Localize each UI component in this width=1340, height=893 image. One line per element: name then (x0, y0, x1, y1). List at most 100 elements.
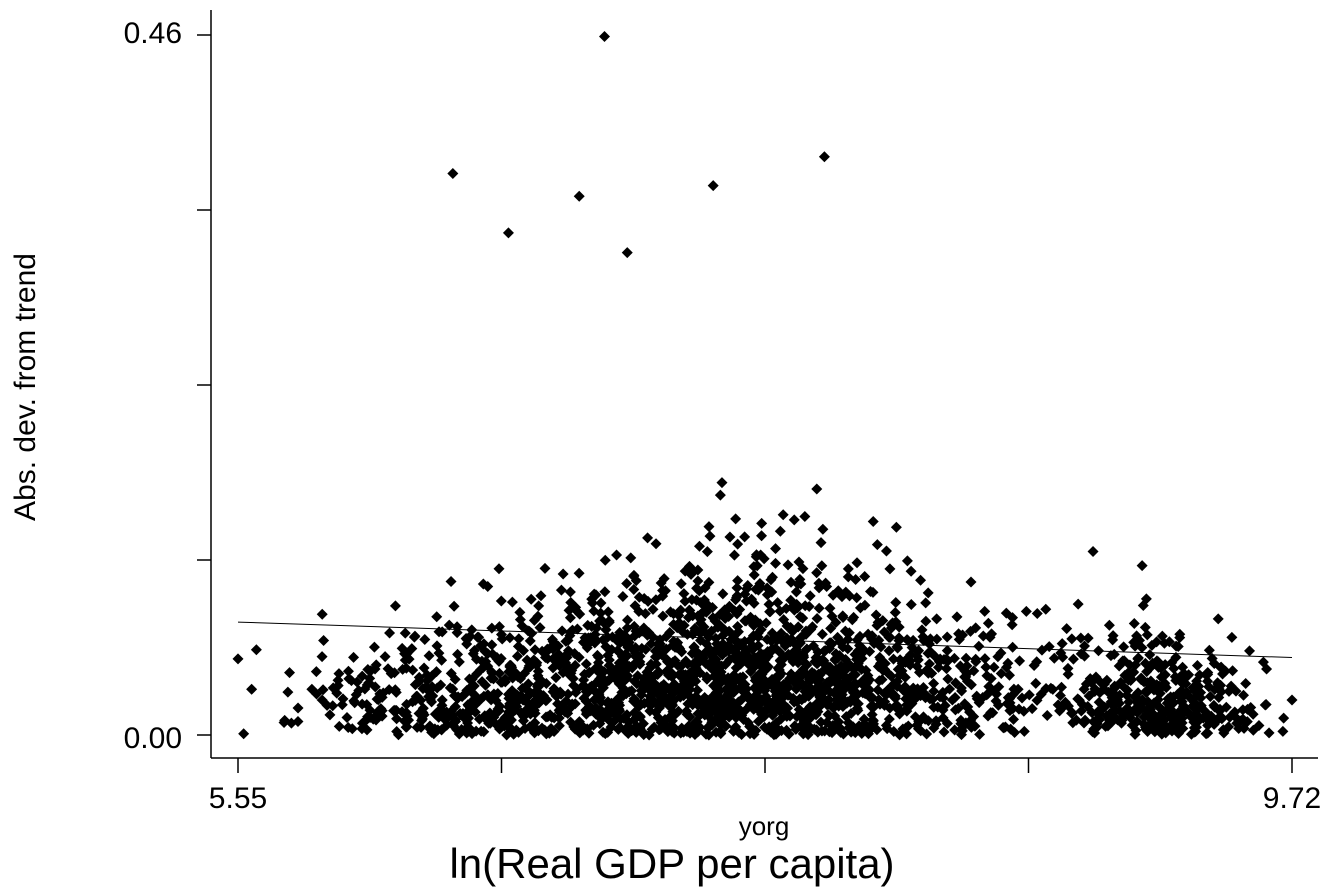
data-point (1286, 694, 1298, 706)
data-point (333, 668, 345, 680)
data-point (564, 612, 576, 624)
data-point (709, 615, 721, 627)
data-point (890, 521, 902, 533)
data-point (603, 674, 615, 686)
data-point (515, 708, 527, 720)
data-point (389, 600, 401, 612)
data-point (781, 710, 793, 722)
data-point (685, 691, 697, 703)
data-point (238, 728, 250, 740)
data-point (748, 569, 760, 581)
data-point (1140, 593, 1152, 605)
data-point (707, 180, 719, 192)
data-point (778, 653, 790, 665)
data-point (1136, 560, 1148, 572)
data-point (950, 677, 962, 689)
data-point (634, 658, 646, 670)
data-point (752, 700, 764, 712)
data-point (582, 686, 594, 698)
data-point (612, 723, 624, 735)
data-point (348, 651, 360, 663)
data-point (399, 648, 411, 660)
data-point (371, 707, 383, 719)
x-axis-title: ln(Real GDP per capita) (449, 840, 894, 887)
data-point (368, 641, 380, 653)
data-point (554, 686, 566, 698)
data-point (1162, 693, 1174, 705)
data-point (506, 596, 518, 608)
data-point (316, 608, 328, 620)
data-point (723, 693, 735, 705)
data-point (621, 577, 633, 589)
data-point (423, 685, 435, 697)
data-point (690, 675, 702, 687)
data-point (965, 714, 977, 726)
data-point (1191, 660, 1203, 672)
data-point (654, 634, 666, 646)
data-point (384, 627, 396, 639)
data-point (657, 610, 669, 622)
data-point (1166, 725, 1178, 737)
data-point (564, 586, 576, 598)
data-point (534, 622, 546, 634)
data-point (980, 661, 992, 673)
data-point (1117, 708, 1129, 720)
data-point (623, 716, 635, 728)
data-point (569, 647, 581, 659)
data-point (522, 703, 534, 715)
data-point (361, 724, 373, 736)
data-point (774, 525, 786, 537)
data-point (668, 656, 680, 668)
data-point (1030, 677, 1042, 689)
data-point (638, 672, 650, 684)
data-point (1062, 668, 1074, 680)
data-point (1107, 630, 1119, 642)
data-point (841, 672, 853, 684)
data-point (916, 624, 928, 636)
data-point (640, 643, 652, 655)
data-point (791, 598, 803, 610)
data-point (1041, 709, 1053, 721)
data-point (565, 716, 577, 728)
data-point (1115, 717, 1127, 729)
data-point (1200, 728, 1212, 740)
data-point (729, 672, 741, 684)
data-point (890, 616, 902, 628)
data-point (697, 598, 709, 610)
data-point (524, 635, 536, 647)
data-point (545, 722, 557, 734)
data-point (861, 677, 873, 689)
data-point (1138, 675, 1150, 687)
data-point (466, 695, 478, 707)
data-point (553, 720, 565, 732)
data-point (495, 652, 507, 664)
data-point (821, 580, 833, 592)
data-point (600, 641, 612, 653)
data-point (761, 582, 773, 594)
data-point (385, 668, 397, 680)
data-point (883, 645, 895, 657)
data-point (805, 623, 817, 635)
data-point (1040, 682, 1052, 694)
data-point (688, 641, 700, 653)
data-point (890, 597, 902, 609)
data-point (962, 701, 974, 713)
data-point (766, 643, 778, 655)
data-point (892, 642, 904, 654)
data-point (782, 559, 794, 571)
data-point (292, 702, 304, 714)
data-point (685, 568, 697, 580)
data-point (1105, 713, 1117, 725)
data-point (415, 721, 427, 733)
data-point (837, 612, 849, 624)
data-point (571, 683, 583, 695)
data-point (480, 679, 492, 691)
data-point (915, 574, 927, 586)
data-point (872, 684, 884, 696)
data-point (495, 629, 507, 641)
data-point (761, 589, 773, 601)
data-point (1092, 706, 1104, 718)
data-point (942, 655, 954, 667)
data-point (522, 678, 534, 690)
data-point (813, 602, 825, 614)
